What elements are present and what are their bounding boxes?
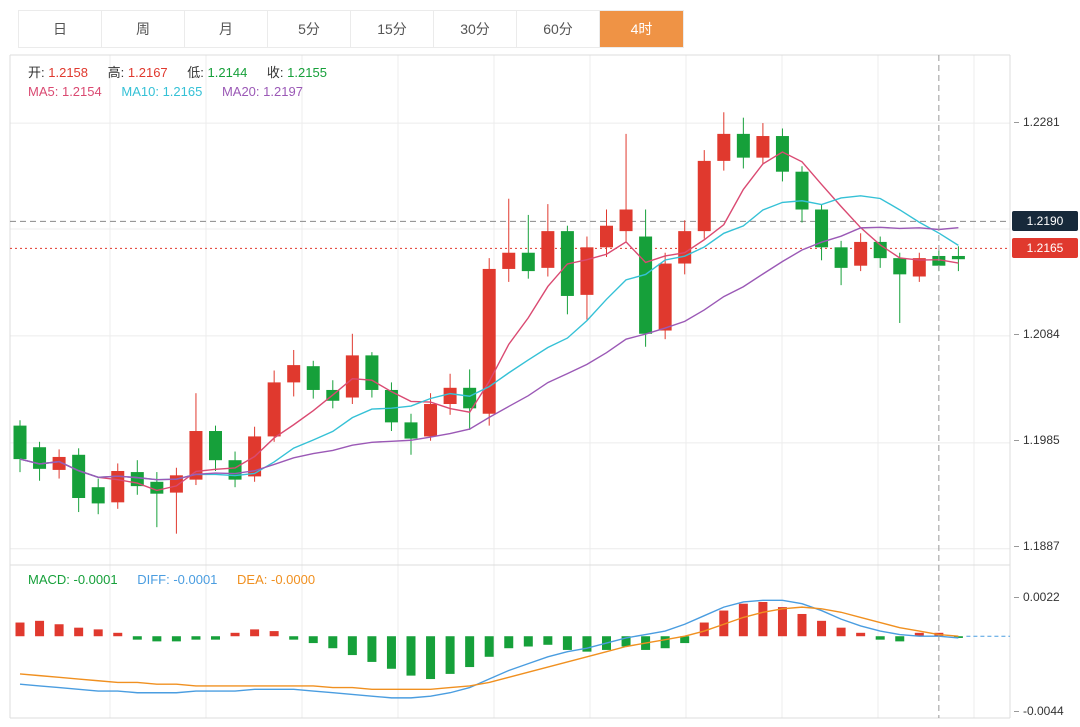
tab-60min[interactable]: 60分 <box>517 11 600 47</box>
ohlc-legend: 开: 1.2158 高: 1.2167 低: 1.2144 收: 1.2155 <box>28 62 343 81</box>
price-axis-label: 1.1887 <box>1014 539 1060 553</box>
ma5-label: MA5: <box>28 84 59 99</box>
close-label: 收: <box>266 65 284 80</box>
macd-value: MACD: -0.0001 <box>28 572 118 587</box>
tab-30min[interactable]: 30分 <box>434 11 517 47</box>
last-price-badge: 1.2165 <box>1012 238 1078 259</box>
macd-legend: MACD: -0.0001 DIFF: -0.0001 DEA: -0.0000 <box>28 572 331 587</box>
tab-15min[interactable]: 15分 <box>351 11 434 47</box>
close-value: 1.2155 <box>287 65 327 80</box>
tab-day[interactable]: 日 <box>19 11 102 47</box>
price-axis-label: 1.2084 <box>1014 327 1060 341</box>
high-value: 1.2167 <box>127 65 168 80</box>
price-axis-label: 1.1985 <box>1014 433 1060 447</box>
macd-axis-label: -0.0044 <box>1014 704 1064 718</box>
dea-value: DEA: -0.0000 <box>237 572 316 587</box>
ma-legend: MA5: 1.2154 MA10: 1.2165 MA20: 1.2197 <box>28 84 319 99</box>
ma10-label: MA10: <box>121 84 159 99</box>
open-label: 开: <box>28 65 45 80</box>
macd-axis-label: 0.0022 <box>1014 590 1060 604</box>
low-label: 低: <box>187 65 204 80</box>
diff-value: DIFF: -0.0001 <box>137 572 218 587</box>
low-value: 1.2144 <box>207 65 248 80</box>
ma20-value: 1.2197 <box>263 84 303 99</box>
ma5-value: 1.2154 <box>61 84 102 99</box>
ma10-value: 1.2165 <box>162 84 203 99</box>
tab-4hour[interactable]: 4时 <box>600 11 683 47</box>
price-axis-label: 1.2281 <box>1014 115 1060 129</box>
ma20-label: MA20: <box>221 84 260 99</box>
timeframe-tabs: 日 周 月 5分 15分 30分 60分 4时 <box>18 10 684 48</box>
tab-week[interactable]: 周 <box>102 11 185 47</box>
open-value: 1.2158 <box>48 65 89 80</box>
tab-month[interactable]: 月 <box>185 11 268 47</box>
high-label: 高: <box>107 65 125 80</box>
tab-5min[interactable]: 5分 <box>268 11 351 47</box>
reference-price-badge: 1.2190 <box>1012 211 1078 232</box>
